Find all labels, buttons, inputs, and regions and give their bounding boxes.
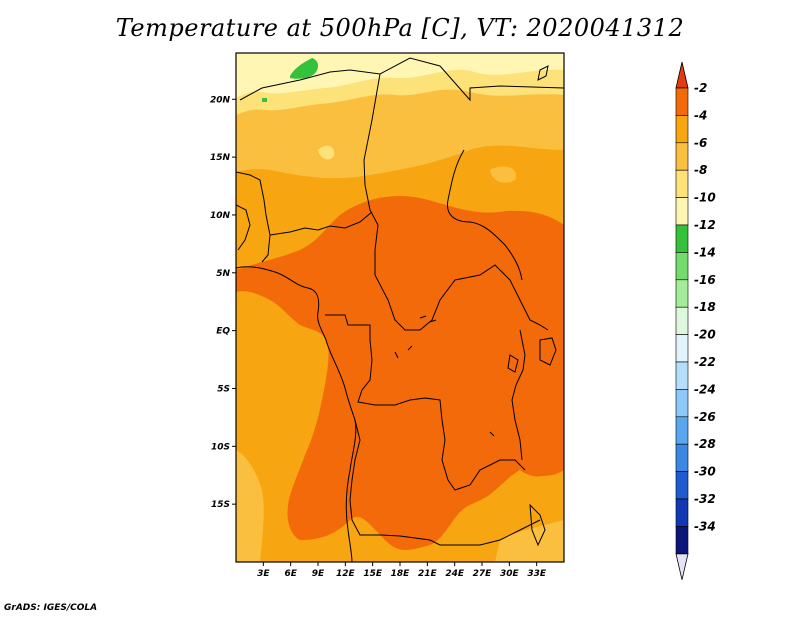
border-north <box>239 57 564 102</box>
x-tick-label: 12E <box>336 569 356 579</box>
y-tick-label: 10N <box>210 211 231 221</box>
colorbar-label: -34 <box>694 519 716 533</box>
border-west-a <box>236 171 271 263</box>
coastline-west <box>236 266 357 562</box>
y-tick-label: 15N <box>210 153 231 163</box>
colorbar-box <box>675 334 689 363</box>
colorbar-label: -26 <box>694 410 716 424</box>
credit-text: GrADS: IGES/COLA <box>4 603 98 613</box>
y-tick-label: EQ <box>216 327 230 337</box>
colorbar-label: -20 <box>694 328 716 342</box>
colorbar-label: -16 <box>694 273 716 287</box>
y-tick-label: 5S <box>217 384 230 394</box>
colorbar-box <box>675 87 689 116</box>
colorbar-box <box>675 361 689 390</box>
field-band-minus8-southeast <box>495 520 564 562</box>
colorbar-box <box>675 526 689 555</box>
x-tick-label: 33E <box>527 569 547 579</box>
temperature-field <box>236 53 564 562</box>
field-green-patch <box>290 58 319 79</box>
colorbar-label: -2 <box>694 81 707 95</box>
border-congo <box>325 314 526 491</box>
coast-red-sea <box>537 65 549 81</box>
field-band-minus12-north <box>236 53 564 98</box>
x-tick-label: 3E <box>257 569 270 579</box>
colorbar-box <box>675 169 689 198</box>
lakes-rift <box>511 329 526 461</box>
field-band-minus8-southwest <box>236 450 264 562</box>
y-tick-label: 20N <box>210 95 231 105</box>
colorbar-box <box>675 224 689 253</box>
colorbar-label: -18 <box>694 300 716 314</box>
field-pocket-b <box>490 166 516 183</box>
colorbar-label: -12 <box>694 218 716 232</box>
colorbar-label: -14 <box>694 245 716 259</box>
x-tick-label: 18E <box>391 569 411 579</box>
colorbar: -2 -4 -6 -8 -10 -12 -14 -16 -18 -20 -22 -24 -26 -28 -3… <box>675 61 716 580</box>
colorbar-label: -10 <box>694 191 716 205</box>
colorbar-bottom-arrow <box>675 553 689 580</box>
colorbar-box <box>675 306 689 335</box>
colorbar-box <box>675 197 689 226</box>
field-band-minus4-east <box>470 210 564 262</box>
colorbar-box <box>675 416 689 445</box>
colorbar-label: -28 <box>694 437 716 451</box>
lake-albert <box>507 354 519 373</box>
field-green-dot <box>262 98 267 102</box>
x-tick-label: 9E <box>312 569 325 579</box>
colorbar-box <box>675 443 689 472</box>
border-central <box>363 73 549 331</box>
colorbar-box <box>675 471 689 500</box>
colorbar-box <box>675 252 689 281</box>
x-tick-label: 21E <box>418 569 438 579</box>
field-band-minus4-core <box>236 195 564 550</box>
border-west-b <box>236 204 251 251</box>
border-east <box>446 149 523 281</box>
borders <box>236 57 564 562</box>
x-tick-label: 15E <box>363 569 383 579</box>
y-axis: 20N 15N 10N 5N EQ 5S 10S 15S <box>210 95 236 510</box>
x-tick-label: 24E <box>445 569 465 579</box>
x-tick-label: 30E <box>500 569 520 579</box>
colorbar-label: -32 <box>694 492 716 506</box>
y-tick-label: 15S <box>211 500 230 510</box>
y-tick-label: 5N <box>216 269 230 279</box>
x-axis: 3E 6E 9E 12E 15E 18E 21E 24E 27E 30E 33E <box>257 562 547 579</box>
colorbar-box <box>675 142 689 171</box>
colorbar-box <box>675 498 689 527</box>
field-pocket-a <box>318 145 335 160</box>
lake-malawi <box>529 503 546 547</box>
lake-victoria <box>539 337 557 366</box>
colorbar-label: -4 <box>694 108 707 122</box>
border-fragments <box>394 315 495 437</box>
colorbar-box <box>675 279 689 308</box>
colorbar-label: -24 <box>694 382 716 396</box>
chart-title: Temperature at 500hPa [C], VT: 202004131… <box>115 14 685 42</box>
border-south <box>349 419 541 546</box>
colorbar-top-arrow <box>675 61 689 89</box>
colorbar-label: -8 <box>694 163 707 177</box>
colorbar-label: -6 <box>694 136 707 150</box>
colorbar-box <box>675 389 689 418</box>
x-tick-label: 6E <box>284 569 297 579</box>
colorbar-box <box>675 115 689 144</box>
colorbar-label: -22 <box>694 355 716 369</box>
colorbar-label: -30 <box>694 465 716 479</box>
y-tick-label: 10S <box>211 442 230 452</box>
border-sahel <box>269 211 373 236</box>
x-tick-label: 27E <box>473 569 493 579</box>
